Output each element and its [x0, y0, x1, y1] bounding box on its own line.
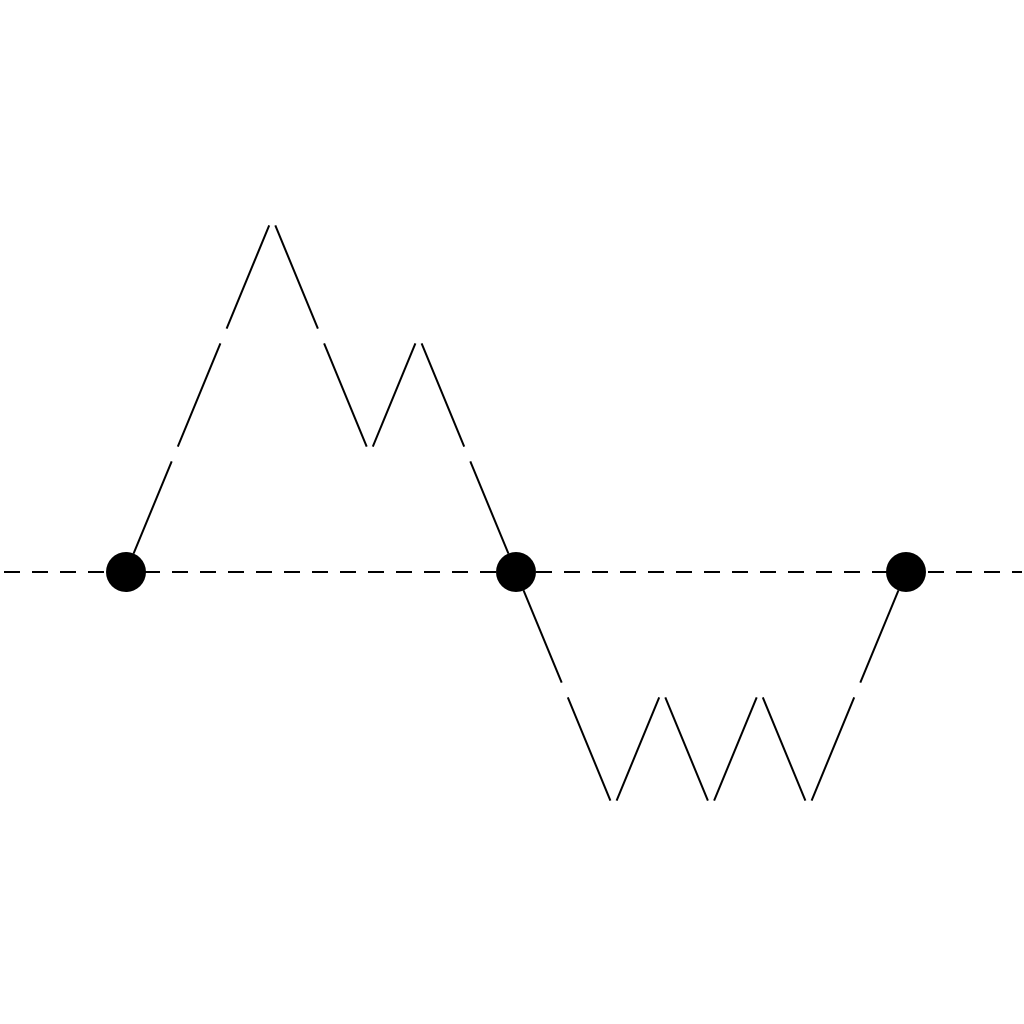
path-step-up: [713, 697, 758, 801]
path-step-up: [225, 225, 271, 329]
path-node: [886, 552, 926, 592]
path-step-down: [664, 697, 709, 801]
path-nodes: [106, 552, 926, 592]
path-node: [106, 552, 146, 592]
path-step-up: [615, 697, 661, 801]
path-step-down: [274, 225, 319, 329]
path-step-down: [522, 590, 563, 683]
path-step-down: [420, 343, 466, 447]
path-step-down: [761, 697, 807, 801]
path-step-down: [566, 697, 612, 801]
path-step-up: [810, 697, 856, 801]
path-segments: [132, 225, 900, 801]
path-step-up: [132, 461, 173, 554]
path-node: [496, 552, 536, 592]
path-step-down: [469, 461, 510, 554]
path-step-up: [176, 343, 222, 447]
path-step-up: [859, 590, 900, 683]
path-step-up: [371, 343, 417, 447]
path-step-down: [323, 343, 368, 447]
